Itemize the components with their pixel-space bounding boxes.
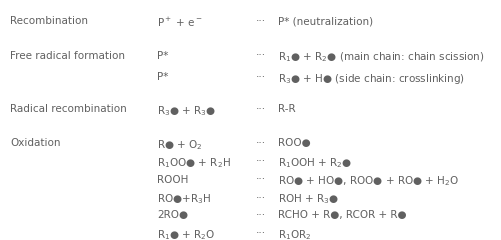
Text: RCHO + R●, RCOR + R●: RCHO + R●, RCOR + R● bbox=[278, 210, 406, 220]
Text: ···: ··· bbox=[256, 193, 266, 203]
Text: P* (neutralization): P* (neutralization) bbox=[278, 16, 373, 26]
Text: ···: ··· bbox=[256, 16, 266, 26]
Text: ···: ··· bbox=[256, 50, 266, 60]
Text: 2RO●: 2RO● bbox=[157, 210, 188, 220]
Text: Recombination: Recombination bbox=[10, 16, 88, 26]
Text: R$_1$OO● + R$_2$H: R$_1$OO● + R$_2$H bbox=[157, 156, 231, 170]
Text: ···: ··· bbox=[256, 72, 266, 82]
Text: R$_1$OR$_2$: R$_1$OR$_2$ bbox=[278, 228, 311, 240]
Text: Oxidation: Oxidation bbox=[10, 138, 61, 148]
Text: ROH + R$_3$●: ROH + R$_3$● bbox=[278, 193, 339, 206]
Text: R$_1$● + R$_2$● (main chain: chain scission): R$_1$● + R$_2$● (main chain: chain sciss… bbox=[278, 50, 484, 64]
Text: ···: ··· bbox=[256, 228, 266, 238]
Text: R$_1$● + R$_2$O: R$_1$● + R$_2$O bbox=[157, 228, 215, 240]
Text: ROOH: ROOH bbox=[157, 174, 188, 185]
Text: RO● + HO●, ROO● + RO● + H$_2$O: RO● + HO●, ROO● + RO● + H$_2$O bbox=[278, 174, 459, 188]
Text: R$_3$● + R$_3$●: R$_3$● + R$_3$● bbox=[157, 104, 216, 118]
Text: R-R: R-R bbox=[278, 104, 295, 114]
Text: R● + O$_2$: R● + O$_2$ bbox=[157, 138, 203, 152]
Text: P*: P* bbox=[157, 50, 169, 60]
Text: Radical recombination: Radical recombination bbox=[10, 104, 127, 114]
Text: ROO●: ROO● bbox=[278, 138, 310, 148]
Text: R$_3$● + H● (side chain: crosslinking): R$_3$● + H● (side chain: crosslinking) bbox=[278, 72, 464, 86]
Text: ···: ··· bbox=[256, 174, 266, 185]
Text: P$^+$ + e$^-$: P$^+$ + e$^-$ bbox=[157, 16, 203, 29]
Text: ···: ··· bbox=[256, 210, 266, 220]
Text: ···: ··· bbox=[256, 156, 266, 166]
Text: ···: ··· bbox=[256, 104, 266, 114]
Text: RO●+R$_3$H: RO●+R$_3$H bbox=[157, 193, 211, 206]
Text: ···: ··· bbox=[256, 138, 266, 148]
Text: P*: P* bbox=[157, 72, 169, 82]
Text: R$_1$OOH + R$_2$●: R$_1$OOH + R$_2$● bbox=[278, 156, 352, 170]
Text: Free radical formation: Free radical formation bbox=[10, 50, 125, 60]
